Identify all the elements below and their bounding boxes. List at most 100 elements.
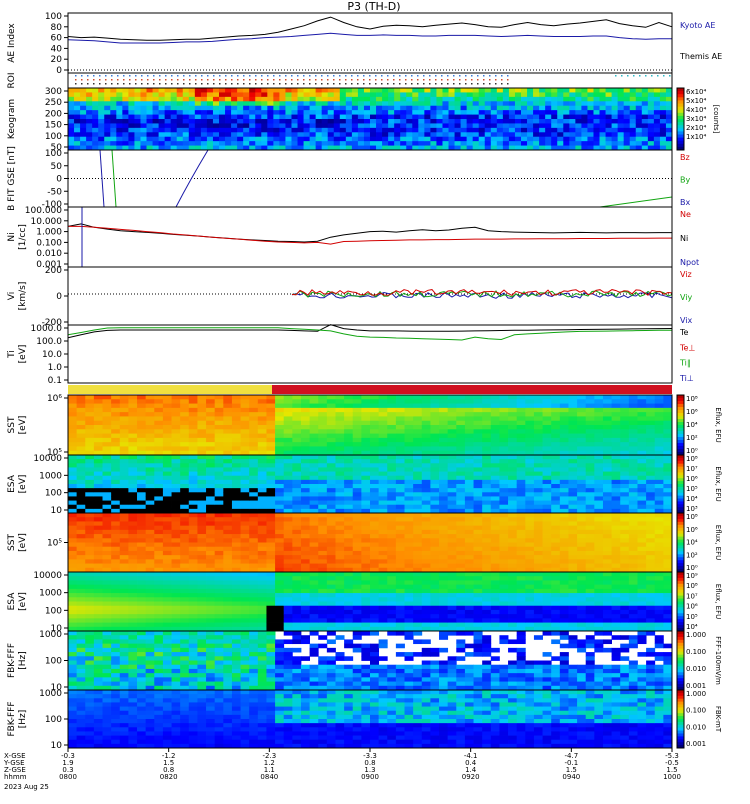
sst_elec-cell: [517, 530, 526, 535]
esa_ion-cell: [197, 463, 206, 468]
sst_elec-cell: [180, 517, 189, 522]
esa_ion-cell: [292, 484, 301, 489]
sst_elec-cell: [137, 564, 146, 569]
esa_elec-cell: [163, 585, 172, 590]
roi-dot: [489, 83, 491, 85]
esa_elec-cell: [146, 576, 155, 581]
sst_ion-cell: [465, 404, 474, 409]
esa_ion-cell: [206, 459, 215, 464]
keogram-cell: [642, 123, 648, 128]
sst_elec-cell: [448, 559, 457, 564]
sst_elec-cell: [525, 534, 534, 539]
esa_ion-cell: [103, 459, 112, 464]
keogram-cell: [358, 88, 364, 93]
keogram-cell: [545, 119, 551, 124]
esa_ion-cell: [77, 480, 86, 485]
sst_elec-cell: [318, 547, 327, 552]
esa_ion-cell: [413, 505, 422, 510]
sst_ion-cell: [146, 446, 155, 451]
keogram-cell: [310, 88, 316, 93]
sst_ion-cell: [189, 395, 198, 400]
sst_ion-cell: [517, 399, 526, 404]
keogram-cell: [334, 106, 340, 111]
keogram-cell: [249, 137, 255, 142]
roi-dot: [273, 75, 275, 77]
sst_elec-cell: [517, 521, 526, 526]
roi-dot: [291, 83, 293, 85]
sst_elec-cell: [491, 538, 500, 543]
sst_elec-cell: [215, 534, 224, 539]
sst_ion-cell: [85, 446, 94, 451]
esa_ion-cell: [172, 459, 181, 464]
ni-ytick-label: 1.000: [36, 228, 62, 238]
sst_elec-cell: [491, 530, 500, 535]
sst_ion-cell: [111, 442, 120, 447]
sst_ion-cell: [448, 446, 457, 451]
keogram-cell: [400, 88, 406, 93]
roi-dot: [441, 75, 443, 77]
sst_elec-cell: [465, 559, 474, 564]
keogram-cell: [237, 97, 243, 102]
keogram-cell: [140, 115, 146, 120]
keogram-cell: [110, 123, 116, 128]
esa_ion-cell: [77, 488, 86, 493]
roi-dot: [147, 75, 149, 77]
sst_elec-cell: [534, 543, 543, 548]
esa_ion-cell: [189, 476, 198, 481]
keogram-colorbar-cell: [677, 97, 684, 101]
esa_ion-cell: [508, 488, 517, 493]
sst_ion-colorbar-cell: [677, 410, 684, 414]
sst_elec-cell: [663, 513, 672, 518]
keogram-cell: [358, 101, 364, 106]
sst_elec-cell: [637, 543, 646, 548]
esa_elec-cell: [146, 585, 155, 590]
sst_elec-cell: [146, 551, 155, 556]
keogram-cell: [618, 88, 624, 93]
sst_elec-cell: [396, 543, 405, 548]
keogram-cell: [666, 106, 672, 111]
sst_elec-cell: [603, 517, 612, 522]
sst_ion-cell: [77, 425, 86, 430]
sst_elec-cell: [163, 543, 172, 548]
roi-dot: [339, 75, 341, 77]
sst_elec-cell: [258, 521, 267, 526]
esa_ion-cell: [430, 463, 439, 468]
sst_elec-cell: [594, 555, 603, 560]
esa_elec-cell: [128, 610, 137, 615]
sst_elec-cell: [361, 530, 370, 535]
sst_elec-colorbar-cell: [677, 543, 684, 546]
sst_elec-cell: [232, 555, 241, 560]
esa_ion-cell: [189, 505, 198, 510]
keogram-cell: [491, 97, 497, 102]
esa_ion-cell: [439, 472, 448, 477]
sst_ion-cell: [335, 421, 344, 426]
keogram-cell: [346, 123, 352, 128]
esa_ion-cell: [439, 492, 448, 497]
esa_ion-cell: [448, 501, 457, 506]
esa_ion-cell: [275, 463, 284, 468]
keogram-cell: [394, 141, 400, 146]
keogram-cell: [316, 110, 322, 115]
sst_elec-cell: [154, 517, 163, 522]
keogram-cell: [237, 92, 243, 97]
esa_ion-cell: [594, 480, 603, 485]
sst_elec-cell: [465, 517, 474, 522]
sst_elec-cell: [560, 534, 569, 539]
sst_elec-cell: [568, 530, 577, 535]
esa_elec-cell: [85, 610, 94, 615]
keogram-cell: [479, 132, 485, 137]
roi-dot: [357, 79, 359, 81]
esa_elec-cell: [120, 572, 129, 577]
sst_elec-cell: [137, 538, 146, 543]
sst_ion-cell: [508, 395, 517, 400]
sst_elec-cell: [637, 555, 646, 560]
keogram-cell: [461, 123, 467, 128]
keogram-cell: [134, 141, 140, 146]
sst_ion-cell: [189, 399, 198, 404]
keogram-cell: [171, 141, 177, 146]
esa_ion-cell: [232, 476, 241, 481]
sst_elec-cell: [655, 530, 664, 535]
ti-ytick-label: 100.0: [36, 337, 62, 347]
sst_elec-cell: [241, 521, 250, 526]
keogram-cell: [509, 119, 515, 124]
